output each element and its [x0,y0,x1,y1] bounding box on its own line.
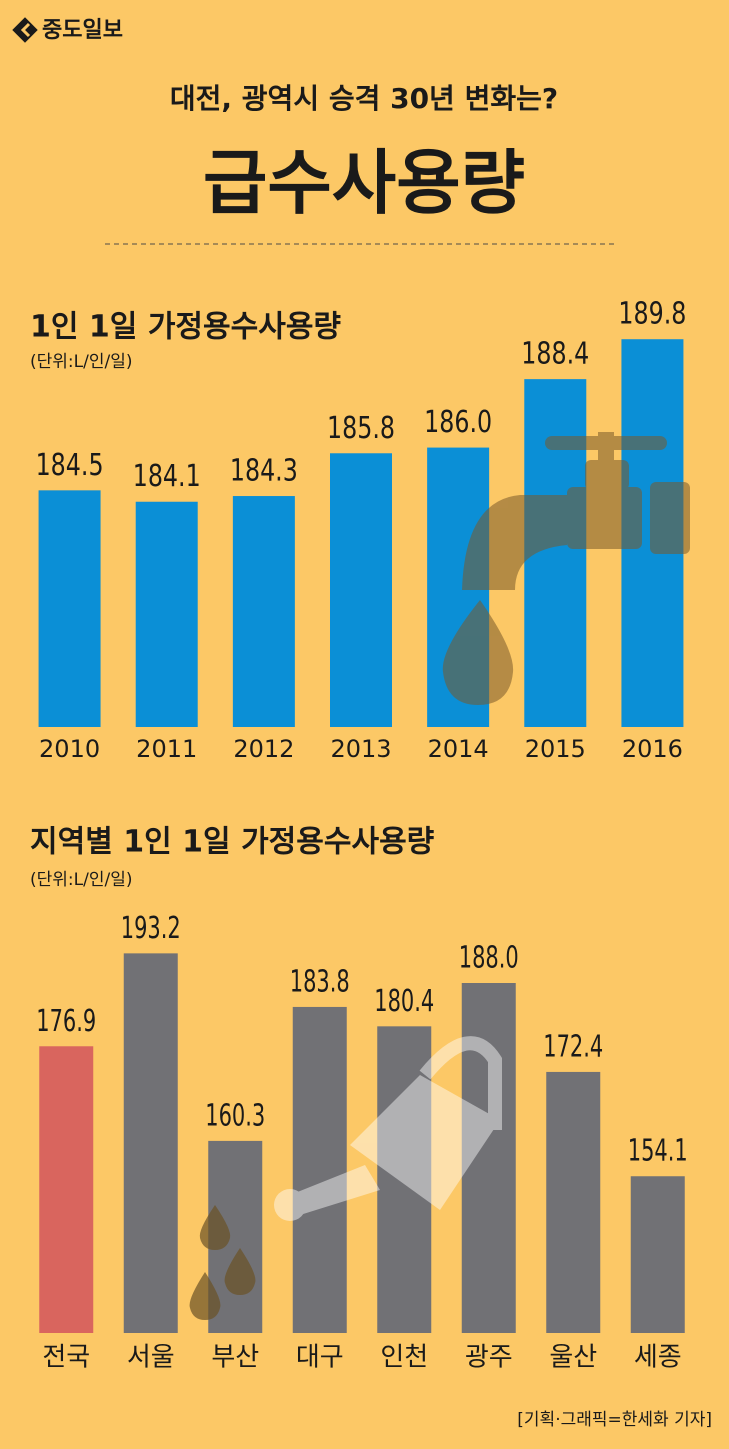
value-label: 186.0 [424,405,492,440]
bar [39,1046,94,1333]
bar [630,1176,685,1333]
value-label: 189.8 [618,297,686,332]
bar [38,490,101,727]
bar [461,983,516,1333]
x-tick-label: 대구 [296,1343,344,1373]
faucet-illustration [442,432,690,705]
value-label: 185.8 [327,411,395,446]
value-label: 180.4 [374,984,434,1019]
watering-can-illustration [274,1036,502,1221]
value-label: 193.2 [121,911,181,946]
bar [123,953,178,1333]
x-tick-label: 2013 [330,735,391,763]
header-subtitle: 대전, 광역시 승격 30년 변화는? [170,82,558,115]
x-tick-label: 서울 [127,1343,175,1373]
bar [377,1026,432,1333]
bar [330,453,392,727]
x-tick-label: 전국 [42,1343,90,1373]
x-tick-label: 2011 [136,735,197,763]
chart-title: 지역별 1인 1일 가정용수사용량 [30,825,435,860]
x-tick-label: 2010 [39,735,100,763]
value-label: 188.0 [459,941,519,976]
bars-layer: 184.5 2010 184.1 2011 184.3 2012 185.8 2013 186.… [36,297,688,1373]
x-tick-label: 2015 [525,735,586,763]
x-tick-label: 광주 [465,1343,513,1373]
chart-subtitle: (단위:L/인/일) [30,352,132,372]
x-tick-label: 2014 [428,735,489,763]
value-label: 160.3 [205,1098,265,1133]
value-label: 172.4 [543,1029,603,1064]
value-label: 184.3 [230,454,298,489]
bar [546,1071,601,1333]
logo-icon [12,17,38,43]
value-label: 184.5 [36,448,104,483]
value-label: 176.9 [36,1004,96,1039]
x-tick-label: 세종 [634,1343,682,1373]
value-label: 188.4 [521,337,589,372]
header-title: 급수사용량 [203,142,525,224]
bar [292,1006,347,1333]
x-tick-label: 2016 [622,735,683,763]
x-tick-label: 2012 [233,735,294,763]
logo: 중도일보 [42,18,123,43]
x-tick-label: 부산 [211,1343,259,1373]
chart-subtitle: (단위:L/인/일) [30,870,132,890]
drops-illustration [189,1205,256,1320]
value-label: 183.8 [290,964,350,999]
bar [232,496,295,727]
value-label: 154.1 [628,1134,688,1169]
x-tick-label: 인천 [380,1343,428,1373]
x-tick-label: 울산 [549,1343,597,1373]
credit: [기획·그래픽=한세화 기자] [517,1410,712,1430]
value-label: 184.1 [133,459,201,494]
chart-title: 1인 1일 가정용수사용량 [30,310,341,345]
bar [135,501,198,727]
